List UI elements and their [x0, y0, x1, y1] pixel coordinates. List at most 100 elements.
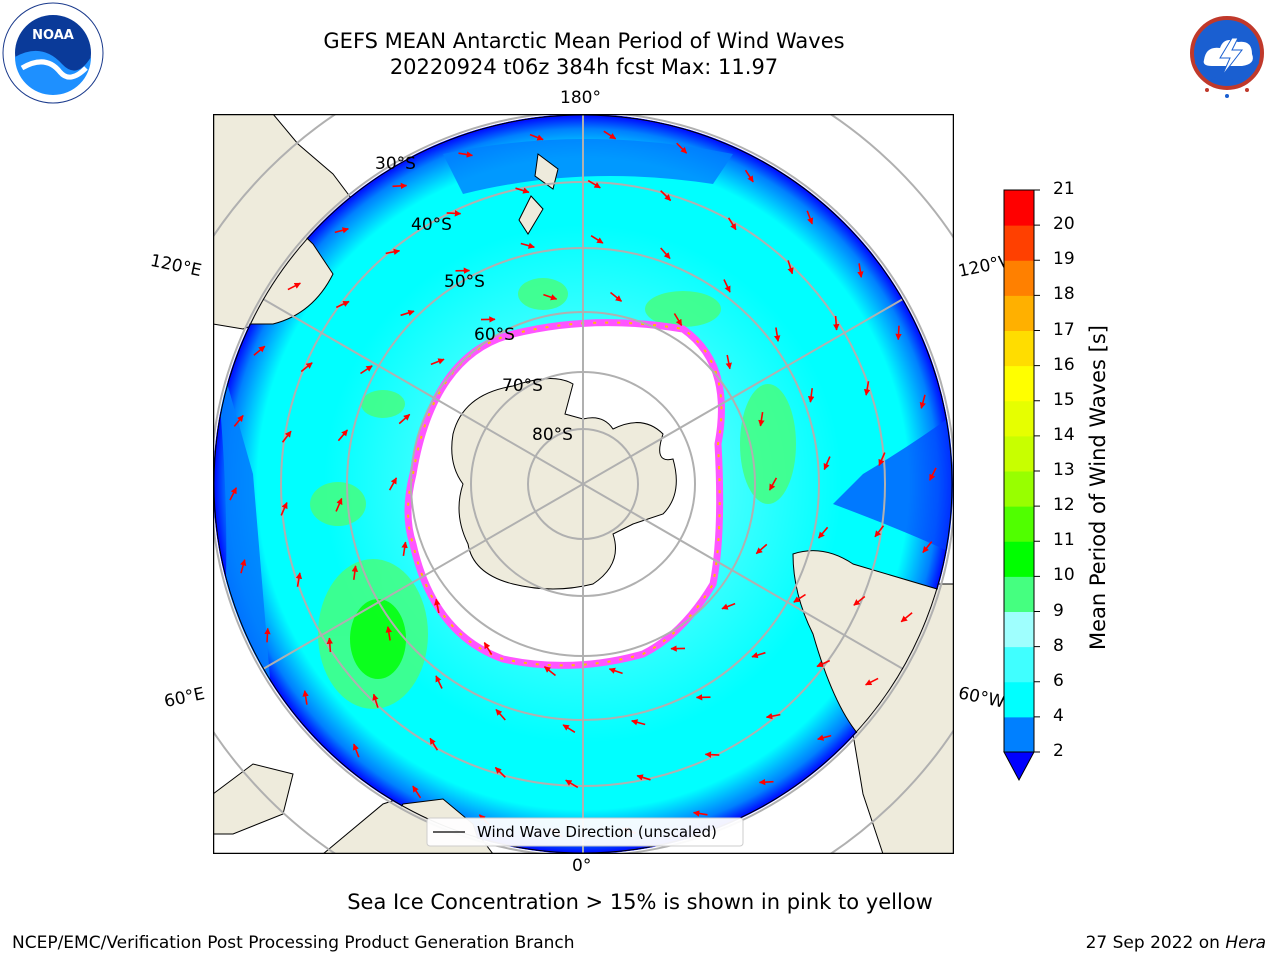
wind-wave-arrow — [610, 291, 622, 302]
colorbar-tick-label: 12 — [1053, 495, 1075, 516]
wind-wave-arrow — [335, 497, 343, 512]
new-zealand — [518, 153, 559, 235]
wind-wave-arrow — [295, 572, 303, 587]
colorbar-segment — [1004, 330, 1034, 367]
wind-wave-arrow — [412, 785, 422, 799]
wind-wave-arrow — [587, 179, 601, 189]
colorbar-segment — [1004, 365, 1034, 402]
wind-wave-arrow — [832, 315, 840, 331]
credit-left: NCEP/EMC/Verification Post Processing Pr… — [12, 933, 575, 953]
wind-wave-arrow — [302, 690, 309, 705]
map-legend: Wind Wave Direction (unscaled) — [426, 817, 744, 847]
colorbar-tick-label: 8 — [1053, 635, 1064, 656]
credit-machine: Hera — [1225, 933, 1266, 953]
colorbar-segment — [1004, 646, 1034, 683]
chart-title: GEFS MEAN Antarctic Mean Period of Wind … — [323, 29, 845, 53]
wind-wave-arrow — [434, 598, 441, 614]
wind-wave-arrow — [723, 279, 731, 293]
noaa-logo-text: NOAA — [32, 28, 74, 43]
wind-wave-arrow — [774, 327, 781, 342]
wind-wave-arrow — [758, 411, 765, 427]
lat-label-40s: 40°S — [411, 215, 452, 235]
colorbar-segment — [1004, 506, 1034, 542]
colorbar-segment — [1004, 435, 1034, 472]
wind-wave-arrow — [603, 130, 617, 140]
colorbar-tick-label: 20 — [1053, 214, 1075, 235]
wind-wave-arrow — [392, 182, 408, 190]
wind-wave-arrow — [240, 559, 247, 574]
colorbar-tick-label: 17 — [1053, 319, 1075, 340]
colorbar-segment — [1004, 716, 1034, 753]
colorbar-label: Mean Period of Wind Waves [s] — [1086, 325, 1110, 650]
wind-wave-arrow — [660, 247, 671, 260]
wind-wave-arrow — [744, 169, 754, 183]
wind-wave-arrow — [430, 358, 445, 366]
wind-wave-arrow — [857, 263, 864, 278]
wind-wave-arrow — [793, 593, 806, 603]
colorbar-segment — [1004, 681, 1034, 718]
lat-label-80s: 80°S — [532, 425, 573, 445]
map-canvas: 30°S 40°S 50°S 60°S 70°S 80°S Wind Wave … — [213, 114, 954, 854]
wind-wave-arrow — [264, 627, 271, 643]
latitude-labels: 30°S 40°S 50°S 60°S 70°S 80°S — [375, 154, 573, 445]
wind-wave-arrow — [806, 210, 814, 225]
colorbar-tick-label: 6 — [1053, 670, 1064, 691]
credit-date: 27 Sep 2022 on — [1085, 933, 1220, 953]
wind-wave-arrow — [483, 642, 493, 655]
wind-wave-arrow — [401, 541, 408, 557]
colorbar-segment — [1004, 225, 1034, 261]
wind-wave-arrow — [515, 187, 530, 194]
wind-wave-arrow — [281, 430, 292, 443]
wind-wave-arrow — [253, 345, 266, 356]
lon-label-60w: 60°W — [956, 683, 1007, 713]
wind-wave-arrow — [398, 413, 411, 425]
wind-wave-arrow — [400, 309, 415, 317]
colorbar-canvas — [1003, 189, 1040, 782]
wind-wave-arrow — [922, 541, 933, 554]
map-panel: 30°S 40°S 50°S 60°S 70°S 80°S Wind Wave … — [213, 114, 954, 854]
colorbar-tick-label: 16 — [1053, 354, 1075, 375]
lat-label-50s: 50°S — [444, 272, 485, 292]
chart-subtitle: 20220924 t06z 384h fcst Max: 11.97 — [389, 55, 779, 79]
colorbar-segment — [1004, 400, 1034, 437]
credit-right: 27 Sep 2022 on Hera — [1086, 933, 1266, 953]
wind-wave-arrow — [300, 362, 313, 373]
wind-wave-arrow — [727, 217, 737, 231]
wind-wave-arrow — [863, 381, 871, 396]
colorbar-tick-label: 21 — [1053, 179, 1075, 199]
wind-wave-arrow — [673, 313, 683, 326]
wind-wave-arrow — [334, 227, 349, 234]
wind-wave-arrow — [388, 477, 398, 491]
colorbar-tick-label: 18 — [1053, 284, 1075, 305]
wind-wave-arrow — [562, 724, 576, 733]
colorbar-segment — [1004, 260, 1034, 296]
noaa-logo: NOAA — [2, 2, 104, 104]
wind-wave-arrow — [755, 543, 768, 555]
wind-wave-arrow — [816, 659, 831, 668]
wind-wave-arrow — [429, 737, 439, 751]
wind-wave-arrow — [544, 666, 556, 677]
wind-wave-arrow — [565, 779, 579, 789]
lon-label-60e: 60°E — [162, 683, 207, 713]
colorbar-tick-label: 10 — [1053, 565, 1075, 586]
wind-wave-arrow — [692, 810, 708, 817]
wind-wave-arrow — [660, 190, 672, 202]
wind-wave-arrow — [543, 293, 558, 301]
wind-wave-arrow — [817, 734, 832, 741]
wind-wave-arrow — [385, 626, 392, 641]
wind-wave-arrow — [494, 766, 506, 778]
wind-wave-arrow — [372, 693, 379, 708]
wind-wave-arrow — [928, 467, 937, 481]
legend-label: Wind Wave Direction (unscaled) — [477, 823, 717, 841]
wind-wave-arrow — [878, 452, 886, 466]
nws-logo — [1176, 2, 1278, 104]
colorbar-extend-triangle — [1003, 751, 1035, 782]
wind-wave-arrow — [725, 354, 732, 370]
colorbar-tick-label: 4 — [1053, 705, 1064, 726]
wind-wave-arrow — [529, 133, 544, 141]
colorbar-tick-label: 15 — [1053, 389, 1075, 410]
wind-wave-arrow — [458, 151, 474, 158]
wind-wave-arrow — [676, 142, 688, 154]
wind-wave-arrow — [229, 487, 238, 501]
lat-label-60s: 60°S — [474, 325, 515, 345]
